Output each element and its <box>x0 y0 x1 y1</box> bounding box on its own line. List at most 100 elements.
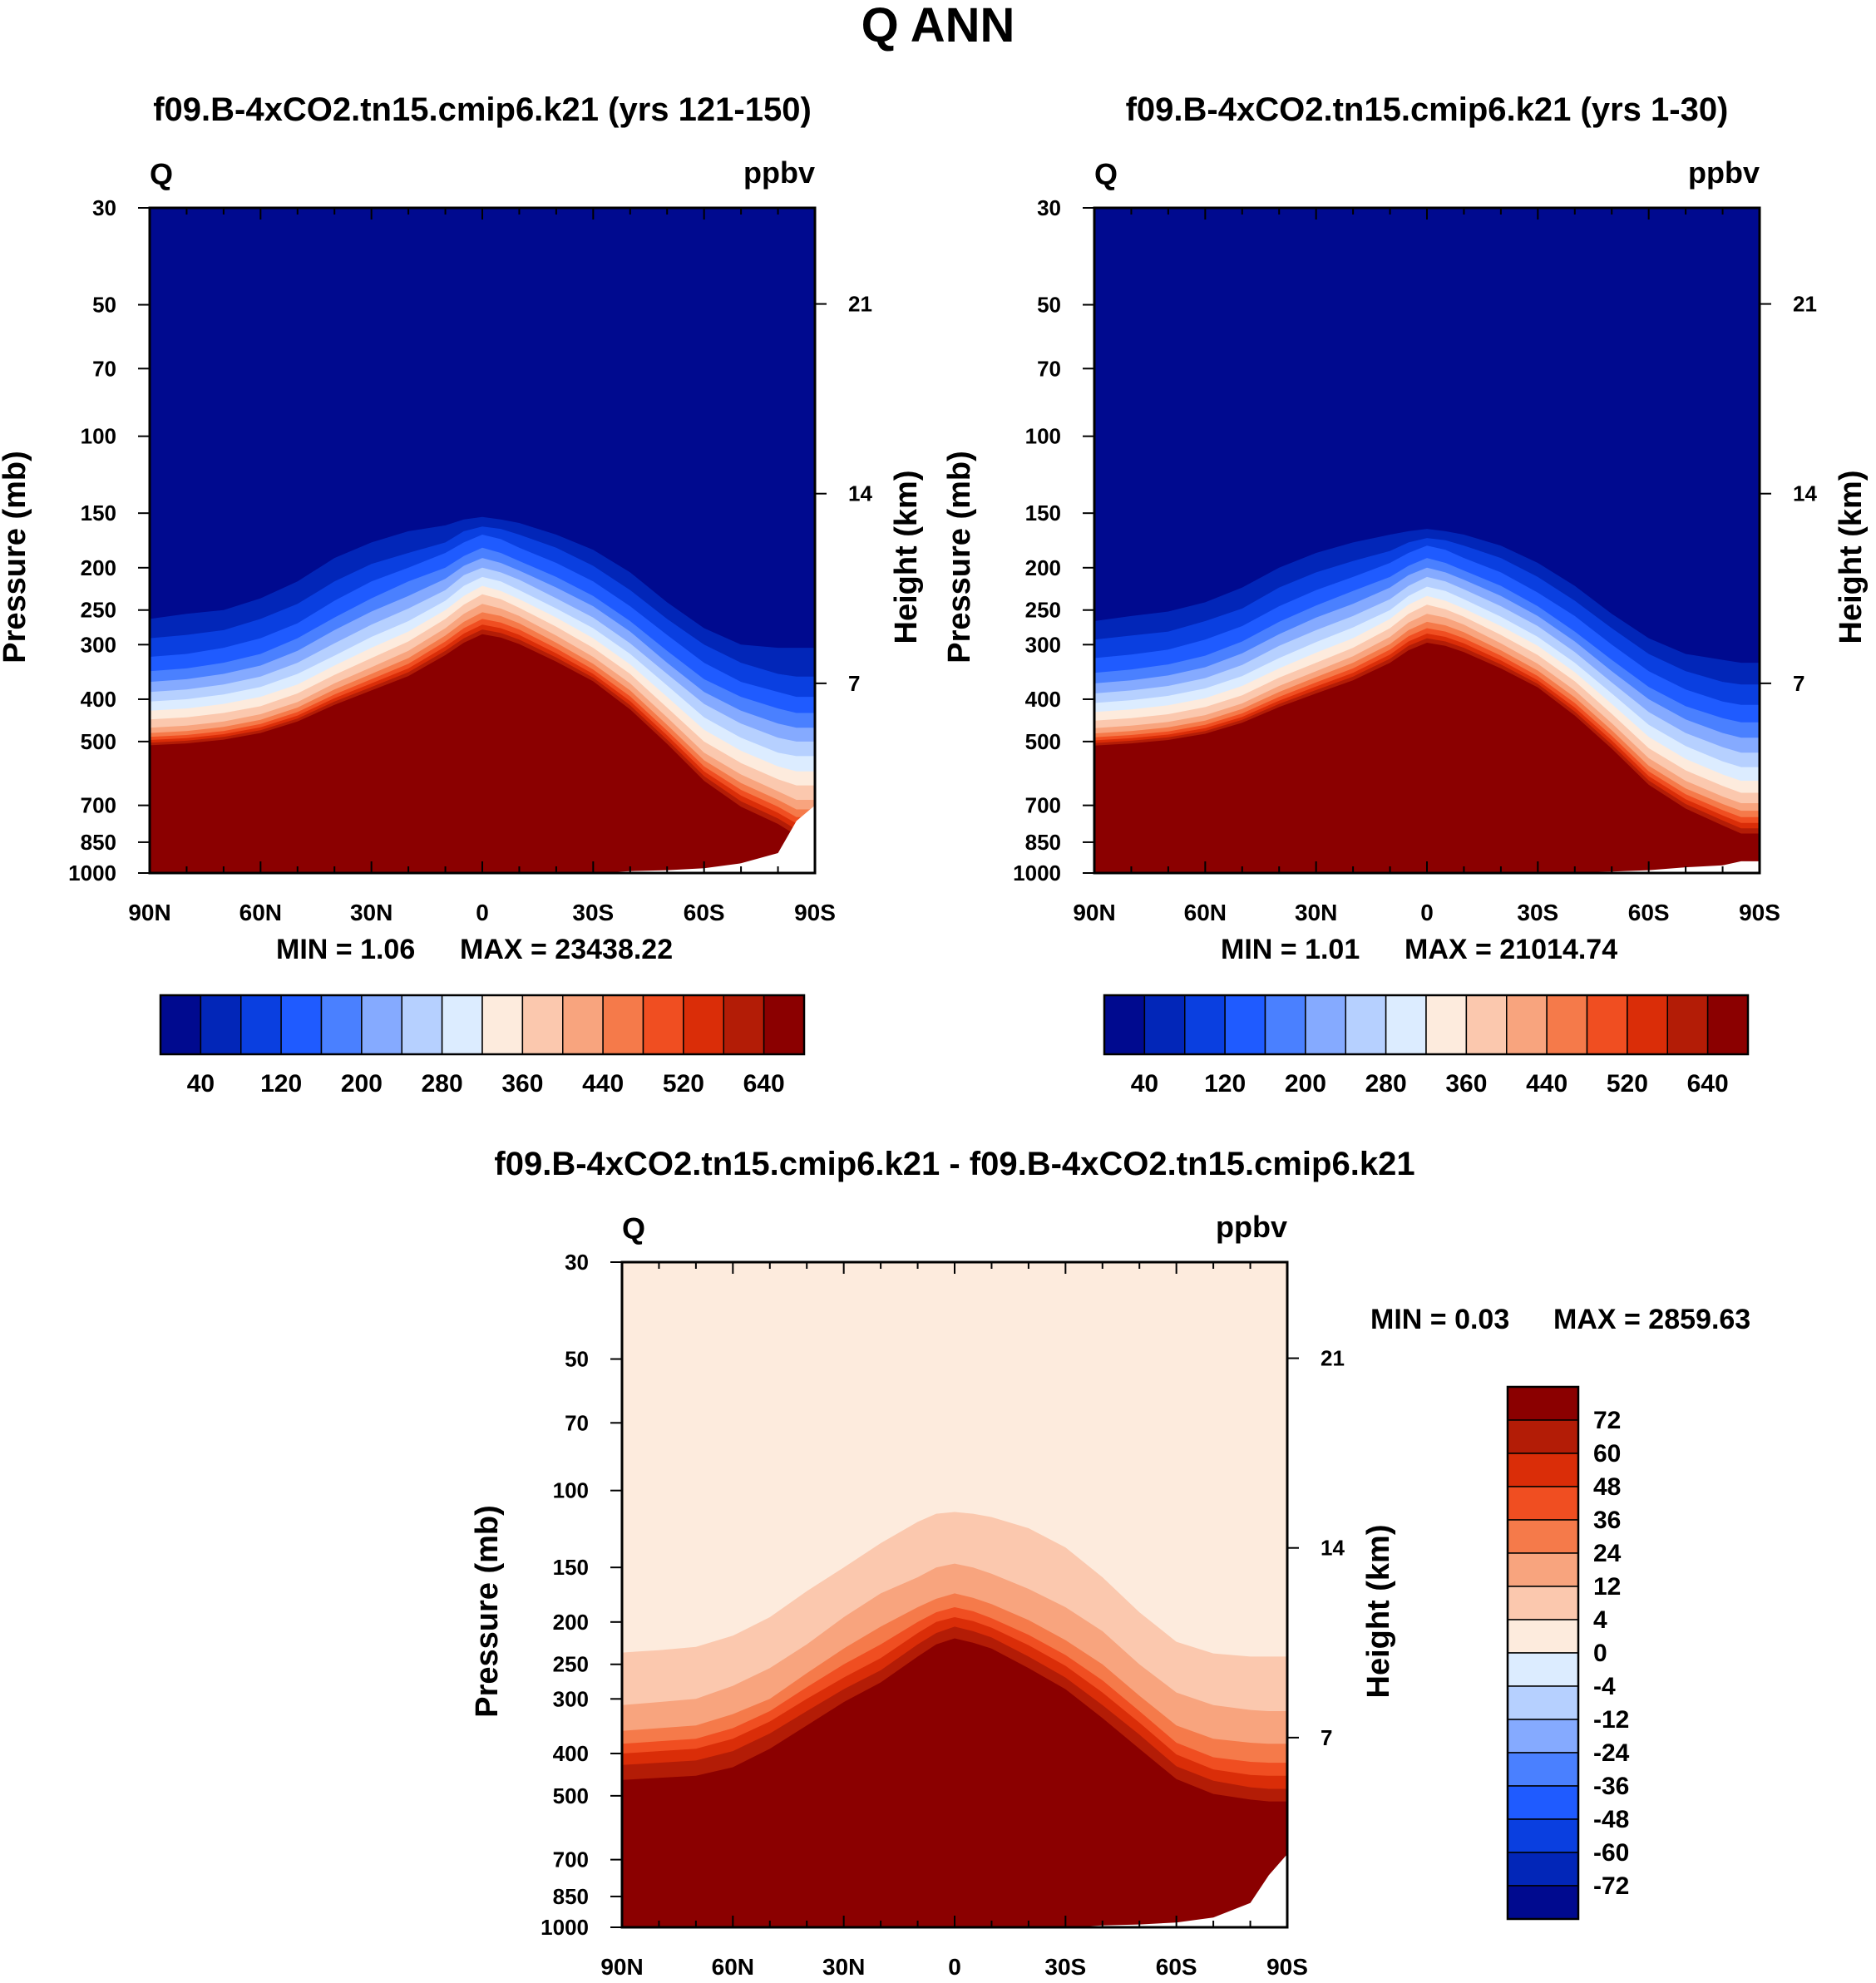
y-tick-label: 400 <box>1025 687 1061 712</box>
x-tick-label: 0 <box>948 1954 961 1980</box>
colorbar-box <box>160 994 202 1055</box>
contour-band <box>1094 643 1760 873</box>
colorbar-box <box>1507 1586 1579 1620</box>
x-tick-label: 90N <box>1073 900 1115 925</box>
y-tick-label: 700 <box>1025 793 1061 818</box>
y-axis-label: Pressure (mb) <box>942 451 977 663</box>
units-label: ppbv <box>1216 1210 1287 1244</box>
contour-band <box>622 1638 1287 1927</box>
variable-label: Q <box>150 157 173 191</box>
y-tick-label: 70 <box>565 1410 589 1435</box>
min-label: MIN = 0.03 <box>1370 1304 1509 1335</box>
colorbar-label: 40 <box>187 1070 215 1098</box>
x-tick-label: 60N <box>712 1954 754 1980</box>
y2-tick-label: 14 <box>848 481 872 506</box>
colorbar-frame <box>1506 1385 1580 1921</box>
colorbar-box <box>1507 1552 1579 1587</box>
x-tick-label: 0 <box>1420 900 1434 925</box>
y-tick-label: 250 <box>553 1652 589 1677</box>
colorbar-box <box>1507 1619 1579 1654</box>
colorbar-box <box>1666 994 1709 1055</box>
x-tick-label: 90S <box>1266 1954 1308 1980</box>
panel-1: f09.B-4xCO2.tn15.cmip6.k21 (yrs 121-150)… <box>0 91 924 1098</box>
colorbar-box <box>1103 994 1146 1055</box>
y-tick-label: 700 <box>81 793 116 818</box>
x-tick-label: 30S <box>1517 900 1558 925</box>
y-axis-label: Pressure (mb) <box>470 1505 505 1718</box>
y-tick-label: 250 <box>81 598 116 623</box>
colorbar-box <box>1507 1852 1579 1887</box>
y2-tick-label: 7 <box>1793 671 1804 696</box>
y-tick-label: 850 <box>1025 830 1061 855</box>
colorbar-box <box>1506 994 1548 1055</box>
colorbar-box <box>1507 1486 1579 1521</box>
colorbar-label: 520 <box>663 1070 704 1098</box>
y-tick-label: 30 <box>1037 195 1061 220</box>
colorbar-frame <box>159 994 806 1056</box>
panel-3: f09.B-4xCO2.tn15.cmip6.k21 - f09.B-4xCO2… <box>470 1146 1750 1980</box>
y-tick-label: 150 <box>553 1555 589 1580</box>
colorbar-box <box>1507 1752 1579 1787</box>
colorbar-label: 72 <box>1593 1407 1621 1434</box>
colorbar-label: -12 <box>1593 1706 1629 1734</box>
colorbar-box <box>763 994 805 1055</box>
contour-field <box>150 208 815 873</box>
colorbar-box <box>441 994 483 1055</box>
y-tick-label: 200 <box>1025 555 1061 580</box>
x-tick-label: 30S <box>1044 1954 1086 1980</box>
variable-label: Q <box>1094 157 1118 191</box>
y2-tick-label: 21 <box>1321 1346 1345 1371</box>
y2-tick-label: 7 <box>848 671 860 696</box>
colorbar-box <box>240 994 282 1055</box>
colorbar-box <box>1465 994 1508 1055</box>
x-tick-label: 30N <box>1295 900 1337 925</box>
units-label: ppbv <box>743 155 815 190</box>
colorbar-frame <box>1103 994 1750 1056</box>
x-tick-label: 60N <box>239 900 282 925</box>
y2-tick-label: 21 <box>1793 292 1817 317</box>
y-tick-label: 70 <box>1037 356 1061 381</box>
x-tick-label: 30N <box>822 1954 865 1980</box>
colorbar-box <box>401 994 443 1055</box>
x-tick-label: 30N <box>350 900 392 925</box>
y2-tick-label: 7 <box>1321 1725 1332 1750</box>
max-label: MAX = 2859.63 <box>1553 1304 1750 1335</box>
colorbar-label: 36 <box>1593 1507 1621 1534</box>
y-tick-label: 200 <box>553 1610 589 1635</box>
y-tick-label: 100 <box>81 424 116 449</box>
colorbar-label: 200 <box>1285 1070 1326 1098</box>
colorbar-label: 40 <box>1131 1070 1158 1098</box>
contour-field <box>622 1262 1287 1927</box>
x-tick-label: 30S <box>572 900 614 925</box>
x-tick-label: 60S <box>684 900 725 925</box>
colorbar-box <box>1224 994 1266 1055</box>
colorbar-box <box>361 994 402 1055</box>
y-axis-label: Pressure (mb) <box>0 451 32 663</box>
y2-tick-label: 14 <box>1793 481 1817 506</box>
colorbar-box <box>1345 994 1387 1055</box>
x-tick-label: 90N <box>128 900 170 925</box>
y-tick-label: 400 <box>81 687 116 712</box>
min-label: MIN = 1.06 <box>276 934 415 965</box>
colorbar-label: -72 <box>1593 1872 1629 1900</box>
colorbar-label: 120 <box>1204 1070 1246 1098</box>
y-tick-label: 850 <box>81 830 116 855</box>
y-tick-label: 150 <box>1025 501 1061 525</box>
colorbar-label: 520 <box>1607 1070 1648 1098</box>
colorbar-label: -24 <box>1593 1739 1630 1767</box>
colorbar-box <box>200 994 242 1055</box>
colorbar-label: 360 <box>501 1070 543 1098</box>
y2-tick-label: 14 <box>1321 1536 1345 1561</box>
colorbar-box <box>723 994 765 1055</box>
y-tick-label: 200 <box>81 555 116 580</box>
x-tick-label: 90S <box>1739 900 1780 925</box>
colorbar-label: 640 <box>743 1070 785 1098</box>
y-tick-label: 100 <box>553 1478 589 1503</box>
y2-axis-label: Height (km) <box>889 471 924 644</box>
colorbar-label: 640 <box>1687 1070 1729 1098</box>
colorbar-box <box>1507 1453 1579 1487</box>
y-tick-label: 150 <box>81 501 116 525</box>
missing-data-region <box>622 1854 1287 1927</box>
colorbar: 40 120 200 280 360 440 520 640 <box>1103 994 1750 1098</box>
colorbar-box <box>1385 994 1427 1055</box>
